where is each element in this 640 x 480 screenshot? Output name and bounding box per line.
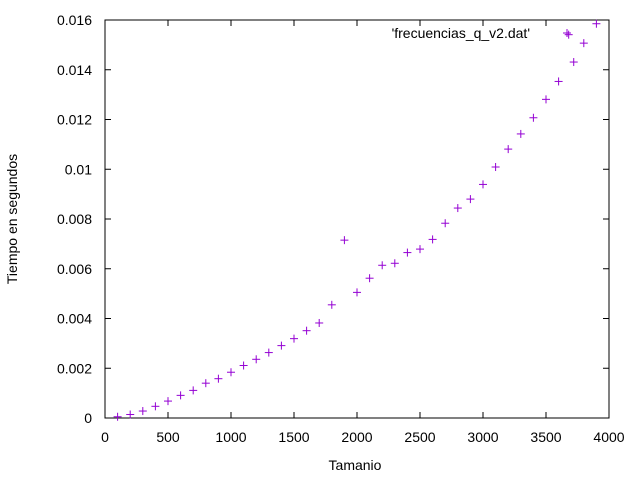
data-series [113, 19, 601, 421]
data-point [554, 77, 563, 86]
data-point [416, 245, 424, 254]
data-point [252, 355, 261, 364]
x-tick-label: 3500 [530, 429, 561, 445]
data-point [365, 274, 374, 283]
x-tick-label: 500 [156, 429, 180, 445]
y-tick-label: 0.006 [57, 261, 92, 277]
legend-marker [563, 29, 571, 37]
data-point [227, 368, 235, 377]
data-point [138, 407, 147, 416]
y-tick-label: 0.012 [57, 112, 92, 128]
data-point [579, 39, 588, 48]
data-point [453, 204, 462, 213]
data-point [592, 19, 601, 28]
data-point [176, 391, 185, 400]
y-tick-label: 0.004 [57, 311, 92, 327]
data-point [542, 95, 550, 104]
x-tick-label: 3000 [467, 429, 498, 445]
y-tick-label: 0.008 [57, 211, 92, 227]
data-point [239, 361, 248, 370]
data-point [340, 236, 349, 245]
data-point [126, 410, 135, 419]
data-point [564, 30, 573, 39]
data-point [529, 113, 538, 122]
legend-sample-point [563, 29, 571, 37]
x-tick-label: 2000 [341, 429, 372, 445]
y-axis-title: Tiempo en segundos [4, 154, 20, 284]
data-point [428, 235, 437, 244]
data-point [113, 412, 122, 421]
data-point [201, 379, 210, 388]
y-tick-label: 0 [84, 410, 92, 426]
legend-label: 'frecuencias_q_v2.dat' [392, 25, 530, 41]
y-tick-label: 0.014 [57, 62, 92, 78]
x-tick-label: 0 [101, 429, 109, 445]
x-tick-label: 1000 [215, 429, 246, 445]
data-point [353, 288, 361, 297]
data-point [466, 195, 475, 204]
y-tick-label: 0.016 [57, 12, 92, 28]
data-point [277, 341, 286, 350]
legend: 'frecuencias_q_v2.dat' [392, 25, 571, 41]
data-point [378, 261, 387, 270]
data-point [327, 300, 336, 309]
data-point [189, 386, 198, 395]
data-point [164, 397, 172, 406]
x-axis-title: Tamanio [329, 457, 382, 473]
data-point [504, 145, 513, 154]
data-point [491, 163, 500, 172]
data-point [264, 348, 273, 357]
data-point [569, 58, 578, 67]
data-point [479, 180, 487, 189]
data-point [302, 326, 311, 335]
data-point [214, 374, 223, 383]
data-point [290, 334, 298, 343]
data-point [315, 318, 324, 327]
x-axis: 0 500 1000 1500 2000 2500 3000 3500 4000 [101, 20, 625, 445]
x-tick-label: 1500 [278, 429, 309, 445]
x-tick-label: 2500 [404, 429, 435, 445]
data-point [403, 248, 412, 257]
data-point [151, 402, 160, 411]
y-axis: 0 0.002 0.004 0.006 0.008 0.01 0.012 0.014 0.016 [57, 12, 609, 426]
data-point [516, 129, 525, 138]
y-tick-label: 0.01 [65, 161, 92, 177]
data-point [441, 219, 450, 228]
data-point [390, 259, 399, 268]
x-tick-label: 4000 [593, 429, 624, 445]
y-tick-label: 0.002 [57, 360, 92, 376]
